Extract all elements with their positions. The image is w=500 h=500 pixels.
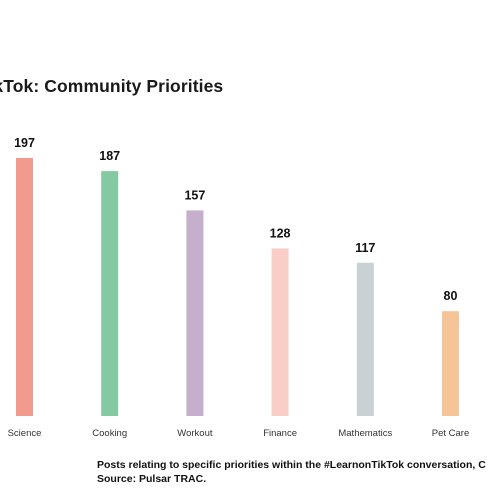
category-label: Science [8, 428, 42, 439]
caption-line-1: Posts relating to specific priorities wi… [97, 459, 486, 471]
bar-finance [271, 248, 289, 416]
bar-pet-care [442, 311, 459, 416]
bar-mathematics [356, 262, 374, 416]
category-label: Finance [263, 428, 297, 439]
bar-science [16, 158, 33, 416]
caption-line-2: Source: Pulsar TRAC. [97, 473, 207, 485]
category-label: Cooking [92, 428, 127, 439]
data-label: 187 [99, 149, 120, 163]
bar-workout [186, 210, 204, 416]
data-label: 197 [14, 136, 35, 150]
chart-caption: Posts relating to specific priorities wi… [97, 458, 486, 486]
data-label: 80 [444, 289, 458, 303]
category-label: Mathematics [338, 428, 392, 439]
category-label: Pet Care [432, 428, 470, 439]
data-label: 157 [184, 188, 205, 202]
chart-title: TikTok: Community Priorities [0, 76, 224, 96]
bar-cooking [101, 171, 119, 416]
data-label: 117 [355, 241, 375, 255]
data-label: 128 [270, 226, 291, 240]
category-label: Workout [177, 428, 213, 439]
